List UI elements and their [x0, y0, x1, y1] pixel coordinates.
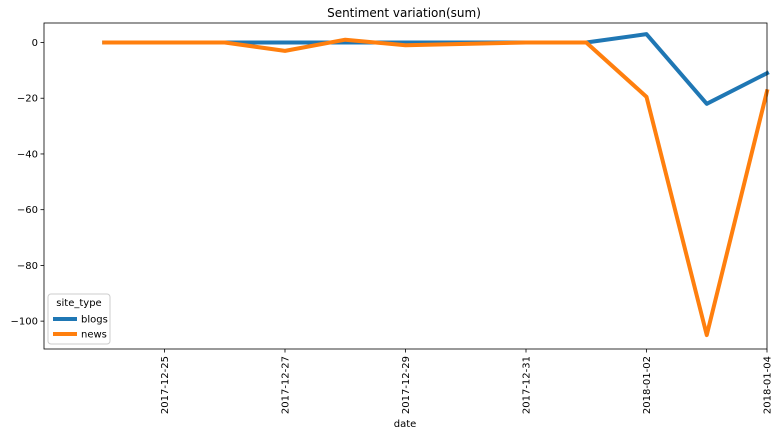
legend-title: site_type [56, 298, 101, 309]
legend: site_type blogs news [47, 293, 111, 345]
x-tick-label: 2018-01-02 [642, 356, 653, 414]
y-axis: 0 −20 −40 −60 −80 −100 [11, 38, 44, 328]
y-tick-label: −100 [11, 317, 38, 328]
y-tick-label: 0 [32, 38, 38, 49]
x-tick-label: 2017-12-25 [160, 356, 171, 414]
x-tick-label: 2017-12-27 [281, 356, 292, 414]
x-axis: 2017-12-25 2017-12-27 2017-12-29 2017-12-31… [160, 349, 774, 414]
legend-label-news: news [81, 330, 107, 341]
x-tick-label: 2017-12-29 [401, 356, 412, 414]
x-tick-label: 2018-01-04 [763, 356, 774, 414]
y-tick-label: −40 [17, 149, 38, 160]
legend-label-blogs: blogs [81, 315, 108, 326]
legend-box [47, 293, 111, 345]
y-tick-label: −20 [17, 94, 38, 105]
y-tick-label: −80 [17, 261, 38, 272]
x-axis-label: date [394, 419, 417, 430]
chart-title: Sentiment variation(sum) [327, 6, 481, 20]
series-layer [102, 32, 770, 338]
y-tick-label: −60 [17, 205, 38, 216]
x-tick-label: 2017-12-31 [522, 356, 533, 414]
series-line-news [102, 37, 770, 338]
